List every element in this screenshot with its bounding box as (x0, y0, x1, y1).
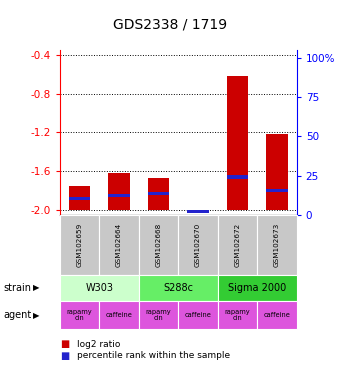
Text: caffeine: caffeine (264, 312, 290, 318)
Bar (226, 175, 248, 179)
Bar (108, 173, 130, 210)
Bar (69, 197, 90, 200)
Text: GSM102673: GSM102673 (274, 223, 280, 267)
Text: GSM102668: GSM102668 (155, 223, 161, 267)
Bar (266, 134, 288, 210)
Text: Sigma 2000: Sigma 2000 (228, 283, 286, 293)
Text: percentile rank within the sample: percentile rank within the sample (77, 351, 230, 360)
Bar (148, 178, 169, 210)
Text: GSM102672: GSM102672 (234, 223, 240, 267)
Text: agent: agent (3, 310, 32, 320)
Text: caffeine: caffeine (184, 312, 211, 318)
Text: GSM102664: GSM102664 (116, 223, 122, 267)
Text: GSM102659: GSM102659 (76, 223, 83, 267)
Bar (69, 186, 90, 210)
Text: ■: ■ (60, 351, 69, 361)
Text: GDS2338 / 1719: GDS2338 / 1719 (114, 18, 227, 32)
Text: ■: ■ (60, 339, 69, 349)
Text: rapamy
cin: rapamy cin (66, 309, 92, 321)
Text: GSM102670: GSM102670 (195, 223, 201, 267)
Text: ▶: ▶ (32, 283, 39, 292)
Text: rapamy
cin: rapamy cin (146, 309, 171, 321)
Bar (148, 192, 169, 195)
Text: S288c: S288c (163, 283, 193, 293)
Text: rapamy
cin: rapamy cin (225, 309, 250, 321)
Text: W303: W303 (85, 283, 113, 293)
Text: ▶: ▶ (32, 311, 39, 319)
Text: log2 ratio: log2 ratio (77, 339, 120, 349)
Text: caffeine: caffeine (105, 312, 132, 318)
Bar (108, 194, 130, 197)
Bar (187, 210, 209, 214)
Bar (266, 189, 288, 192)
Bar (226, 76, 248, 210)
Text: strain: strain (3, 283, 31, 293)
